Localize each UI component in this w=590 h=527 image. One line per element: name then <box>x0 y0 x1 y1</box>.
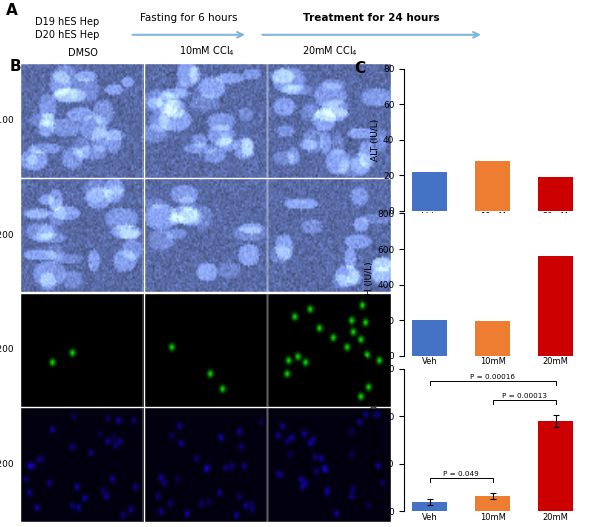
Text: P = 0.00016: P = 0.00016 <box>470 374 515 380</box>
Text: P = 0.049: P = 0.049 <box>443 471 479 477</box>
Text: C: C <box>355 61 366 76</box>
Bar <box>476 496 510 511</box>
Y-axis label: No. of AB (×100): No. of AB (×100) <box>371 402 380 478</box>
Text: 10mM CCl$_4$: 10mM CCl$_4$ <box>179 44 234 58</box>
Bar <box>412 320 447 356</box>
Text: ×200: ×200 <box>0 231 15 240</box>
Text: ×200: ×200 <box>0 345 15 354</box>
Bar <box>412 502 447 511</box>
Bar <box>412 172 447 211</box>
Bar <box>539 177 573 211</box>
Text: D: D <box>355 355 367 369</box>
Y-axis label: LDH (IU/L): LDH (IU/L) <box>365 262 375 307</box>
Text: A: A <box>6 3 18 18</box>
Text: B: B <box>9 58 21 74</box>
Bar <box>539 421 573 511</box>
Text: Treatment for 24 hours: Treatment for 24 hours <box>303 13 440 23</box>
Y-axis label: ALT (IU/L): ALT (IU/L) <box>371 119 380 161</box>
Bar <box>476 161 510 211</box>
Text: DMSO: DMSO <box>68 48 97 58</box>
Bar <box>476 321 510 356</box>
Text: Fasting for 6 hours: Fasting for 6 hours <box>140 13 238 23</box>
Text: 20mM CCl$_4$: 20mM CCl$_4$ <box>303 44 358 58</box>
Text: P = 0.00013: P = 0.00013 <box>502 393 547 399</box>
Text: ×200: ×200 <box>0 460 15 469</box>
Text: D19 hES Hep
D20 hES Hep: D19 hES Hep D20 hES Hep <box>35 17 100 40</box>
Text: ×100: ×100 <box>0 116 15 125</box>
Bar <box>539 256 573 356</box>
